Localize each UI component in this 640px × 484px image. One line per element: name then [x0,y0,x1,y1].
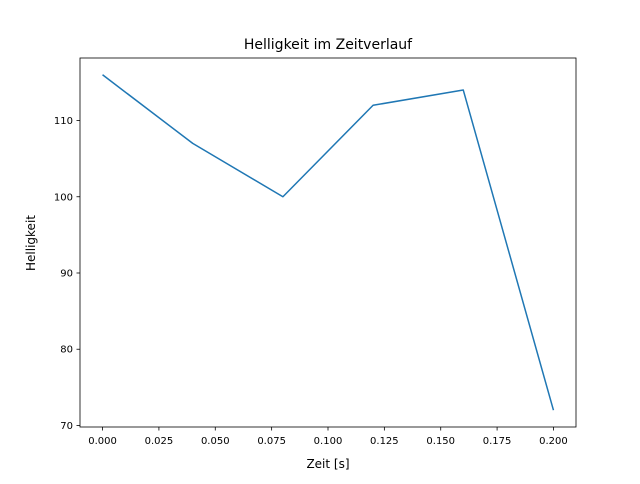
x-tick-label: 0.200 [539,436,568,447]
x-tick-label: 0.175 [483,436,512,447]
y-tick-label: 70 [60,421,73,432]
x-tick-label: 0.000 [88,436,117,447]
x-tick-label: 0.125 [370,436,399,447]
x-tick-label: 0.075 [257,436,286,447]
x-tick-label: 0.050 [201,436,230,447]
x-tick-label: 0.100 [314,436,343,447]
series-line [103,75,554,410]
x-axis-label: Zeit [s] [306,457,349,471]
y-tick-label: 90 [60,268,73,279]
chart-title: Helligkeit im Zeitverlauf [244,37,413,53]
y-tick-label: 80 [60,345,73,356]
y-axis-label: Helligkeit [24,215,38,271]
y-tick-label: 110 [54,116,73,127]
x-tick-label: 0.025 [145,436,174,447]
x-tick-label: 0.150 [426,436,455,447]
y-tick-label: 100 [54,192,73,203]
